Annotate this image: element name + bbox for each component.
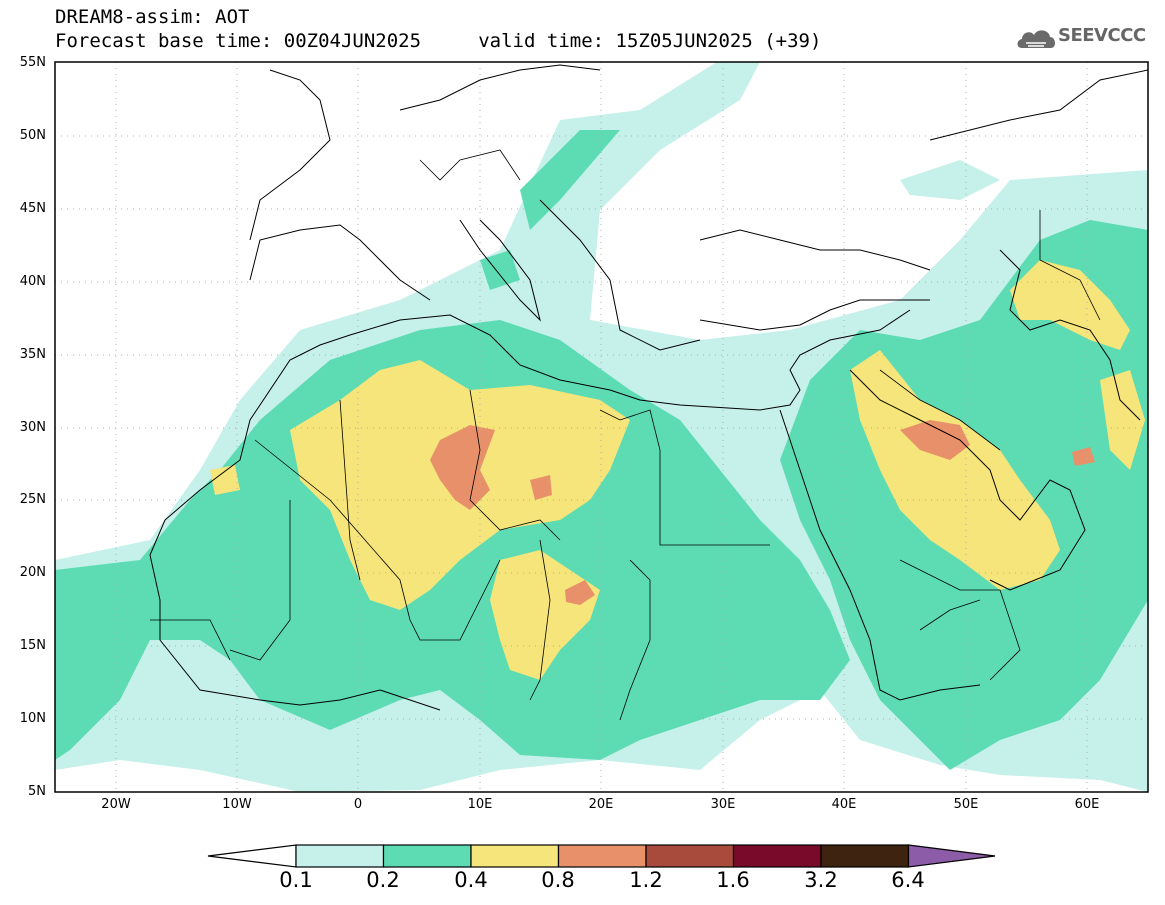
colorbar-bin-1.6-3.2	[732, 844, 822, 868]
lat-tick-label: 50N	[19, 128, 46, 143]
lon-tick-label: 20W	[101, 797, 131, 812]
lat-tick-label: 5N	[28, 784, 46, 799]
aot-contour-0.8	[430, 425, 495, 510]
colorbar-bin-3.2-6.4	[820, 844, 910, 868]
graticule	[55, 62, 1148, 792]
lat-tick-label: 40N	[19, 274, 46, 289]
colorbar-bin-1.2-1.6	[645, 844, 735, 868]
seevccc-logo-text: SEEVCCC	[1058, 25, 1146, 46]
lon-tick-label: 10E	[467, 797, 493, 812]
lon-tick-label: 30E	[710, 797, 736, 812]
lat-tick-label: 20N	[19, 565, 46, 580]
colorbar-bin-0.4-0.8	[470, 844, 560, 868]
map-title: DREAM8-assim: AOT	[55, 6, 250, 28]
colorbar-label: 3.2	[804, 868, 838, 892]
colorbar-label: 0.4	[454, 868, 488, 892]
colorbar-label: 1.6	[716, 868, 750, 892]
colorbar-under-arrow	[207, 844, 297, 868]
country-borders	[150, 149, 1101, 721]
colorbar-bin-0.1-0.2	[295, 844, 385, 868]
colorbar-label: 0.1	[279, 868, 313, 892]
lat-tick-label: 45N	[19, 201, 46, 216]
aot-field	[55, 62, 1148, 792]
coastlines	[149, 64, 1148, 711]
forecast-times: Forecast base time: 00Z04JUN2025 valid t…	[55, 30, 822, 52]
lat-tick-label: 10N	[19, 711, 46, 726]
map-frame	[54, 61, 1149, 793]
lat-tick-label: 25N	[19, 492, 46, 507]
lat-tick-label: 15N	[19, 638, 46, 653]
colorbar-label: 0.8	[541, 868, 575, 892]
lon-tick-label: 40E	[831, 797, 857, 812]
lon-tick-label: 50E	[953, 797, 979, 812]
colorbar-over-arrow	[907, 844, 996, 868]
lon-tick-label: 20E	[588, 797, 614, 812]
colorbar-bin-0.8-1.2	[557, 844, 647, 868]
colorbar-label: 6.4	[891, 868, 925, 892]
colorbar	[207, 844, 996, 868]
lat-tick-label: 30N	[19, 420, 46, 435]
lon-tick-label: 10W	[222, 797, 252, 812]
lon-tick-label: 0	[353, 797, 363, 812]
colorbar-label: 1.2	[629, 868, 663, 892]
colorbar-bin-0.2-0.4	[382, 844, 472, 868]
seevccc-logo-cloud-icon	[1017, 30, 1056, 48]
colorbar-label: 0.2	[366, 868, 400, 892]
lon-tick-label: 60E	[1074, 797, 1100, 812]
lat-tick-label: 35N	[19, 347, 46, 362]
lat-tick-label: 55N	[19, 55, 46, 70]
